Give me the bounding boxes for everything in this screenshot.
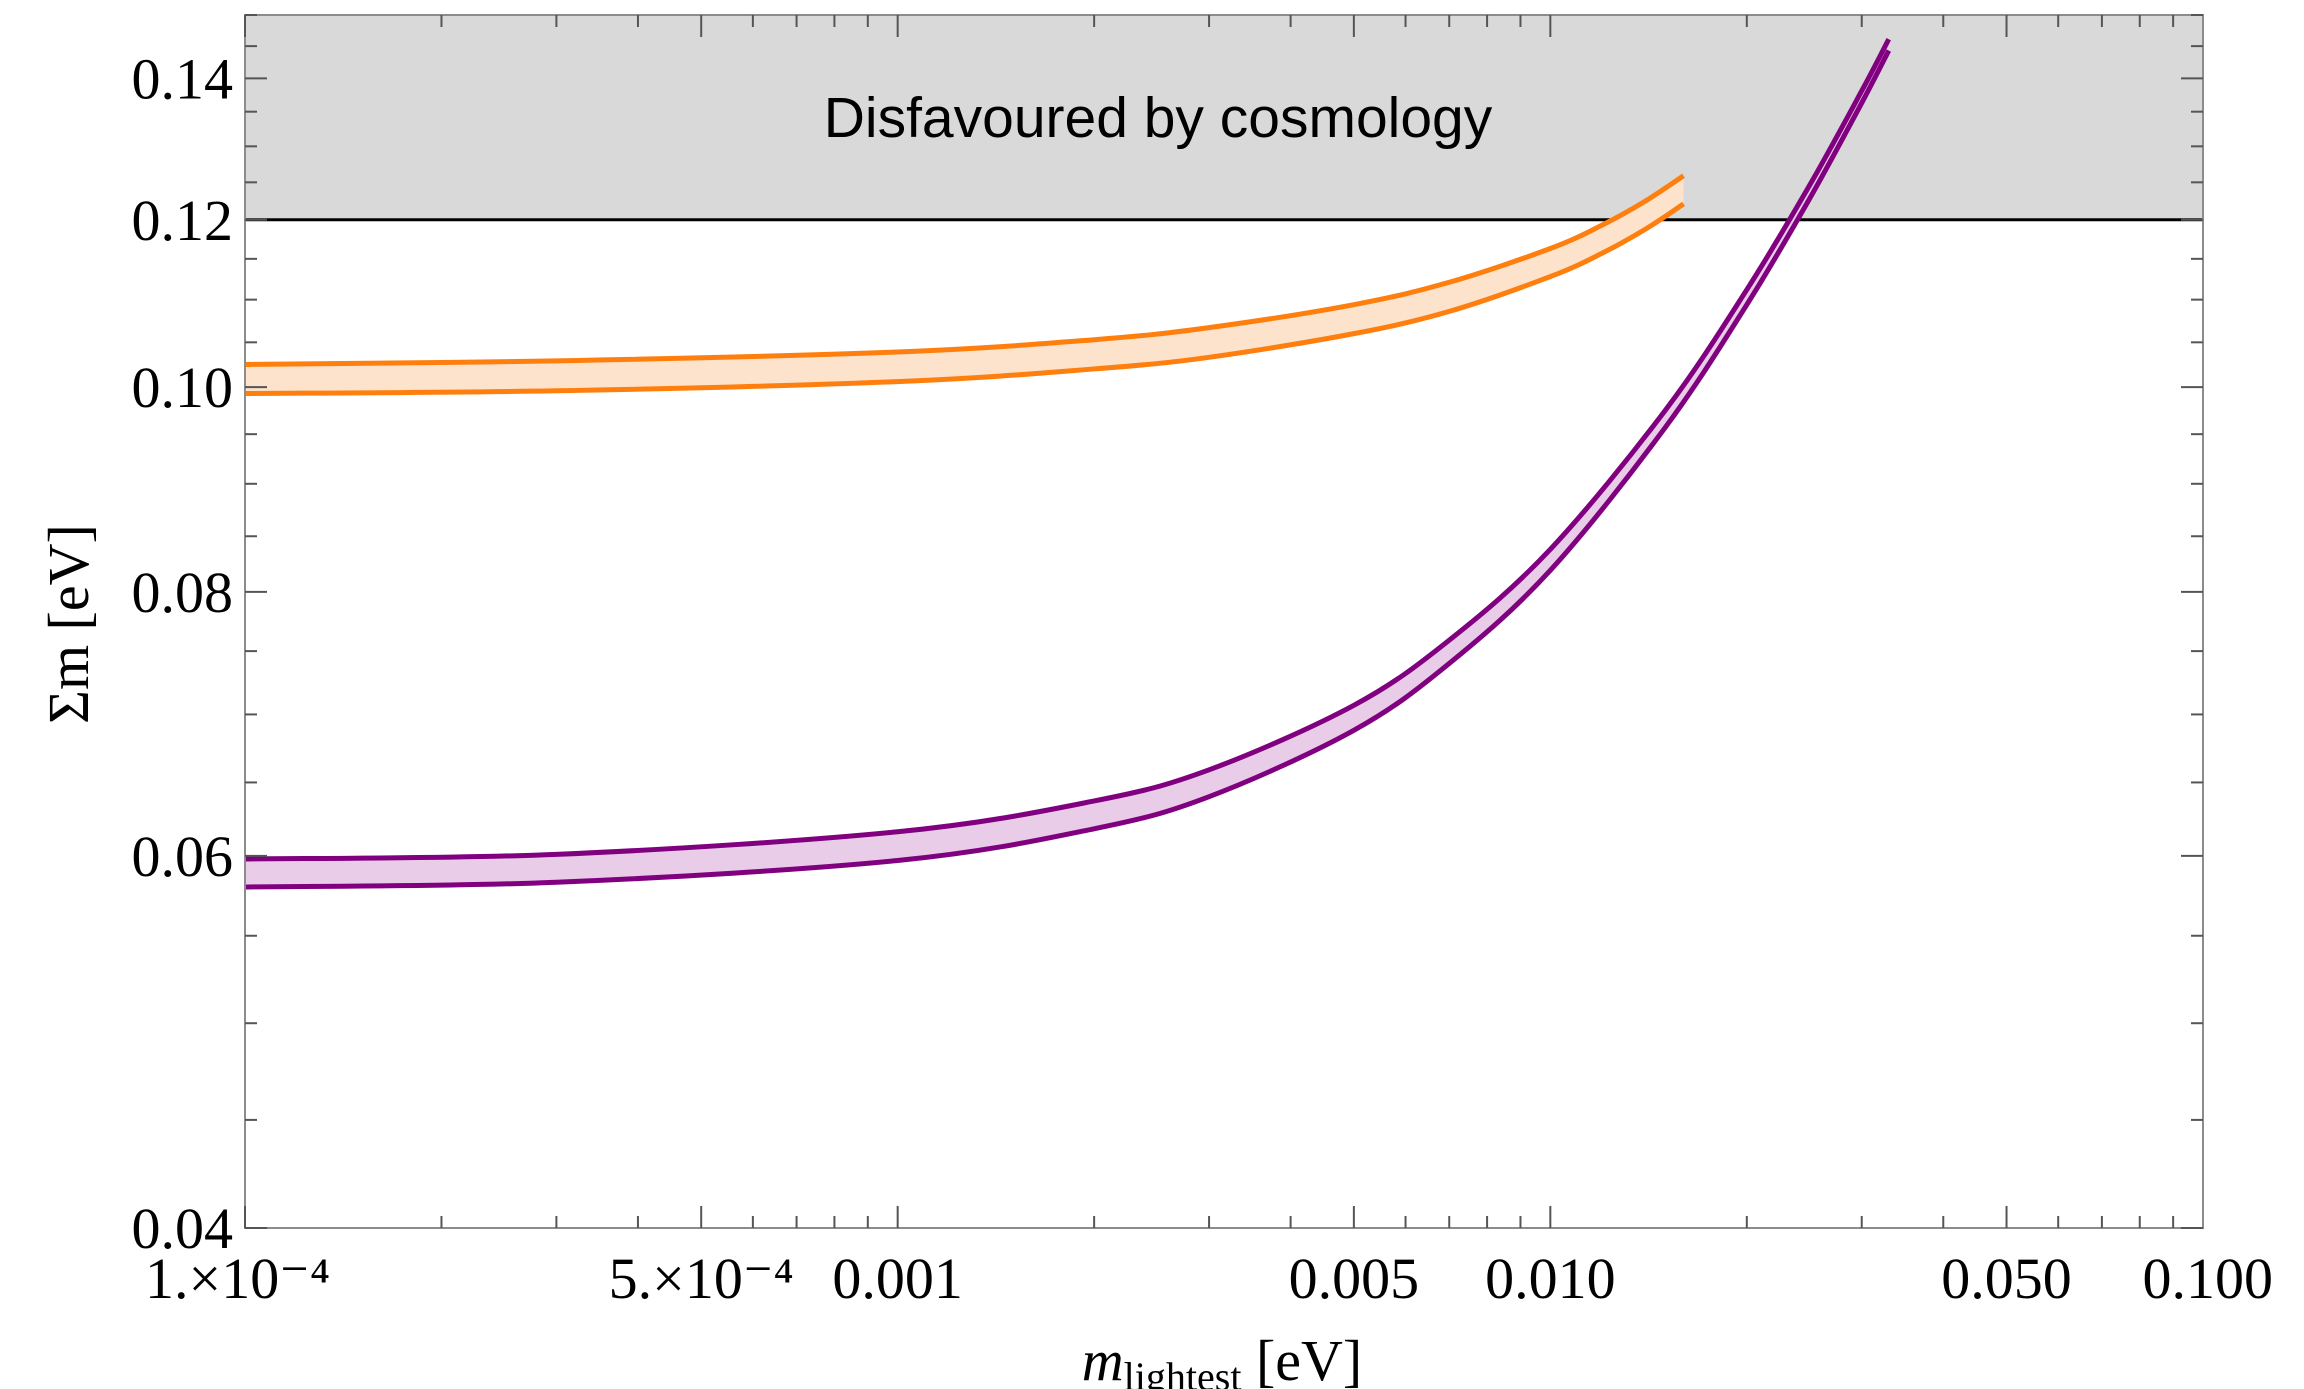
y-tick-label: 0.08 <box>132 560 234 625</box>
y-tick-label: 0.06 <box>132 824 234 889</box>
y-tick-label: 0.10 <box>132 355 234 420</box>
x-tick-label: 0.001 <box>832 1246 963 1311</box>
excluded-region-label: Disfavoured by cosmology <box>824 86 1493 150</box>
band-lower-line-1 <box>245 49 1891 890</box>
x-tick-label: 0.050 <box>1941 1246 2072 1311</box>
x-tick-label: 0.005 <box>1289 1246 1420 1311</box>
band-lower-line-0 <box>245 201 1685 397</box>
x-tick-label: 0.100 <box>2143 1246 2274 1311</box>
x-tick-label: 0.010 <box>1485 1246 1616 1311</box>
y-tick-label: 0.12 <box>132 188 234 253</box>
plot-frame <box>244 14 2204 1229</box>
x-tick-label: 1.×10⁻⁴ <box>145 1246 330 1311</box>
y-tick-label: 0.14 <box>132 46 234 111</box>
y-tick-label: 0.04 <box>132 1196 234 1261</box>
excluded-region <box>245 15 2203 220</box>
y-axis-title: Σm [eV] <box>36 524 101 724</box>
band-upper-line-1 <box>245 38 1891 862</box>
band-upper-line-0 <box>245 173 1685 367</box>
x-axis-title: mlightest [eV] <box>1082 1328 1362 1389</box>
x-tick-label: 5.×10⁻⁴ <box>609 1246 794 1311</box>
